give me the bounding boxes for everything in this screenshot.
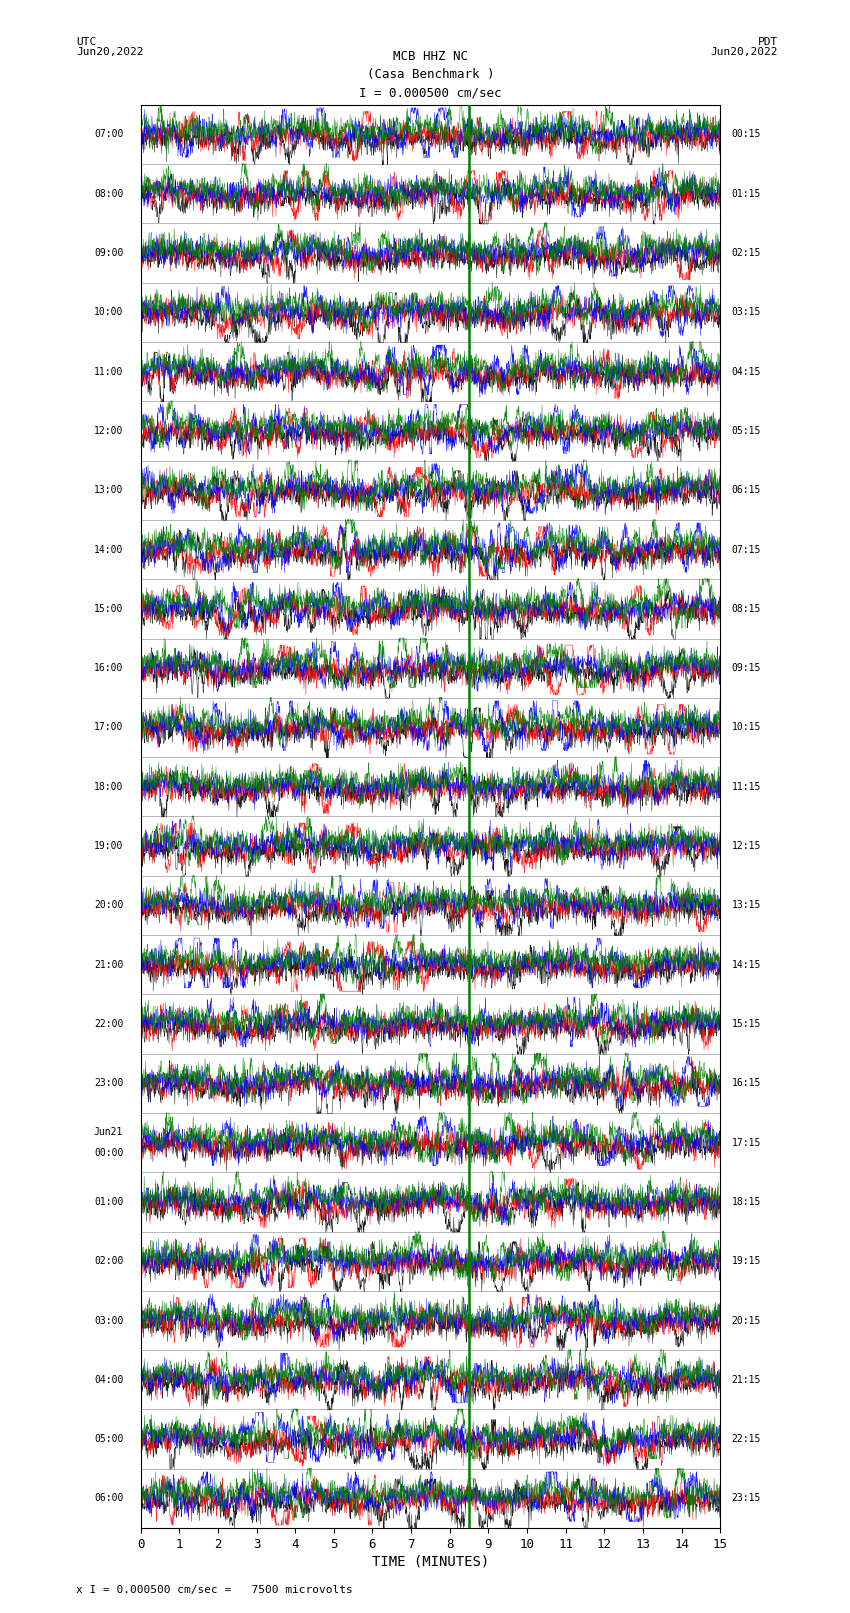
Text: 19:00: 19:00 [94, 840, 123, 852]
Text: 18:15: 18:15 [732, 1197, 761, 1207]
Text: 04:15: 04:15 [732, 366, 761, 377]
Text: 17:00: 17:00 [94, 723, 123, 732]
Text: 09:00: 09:00 [94, 248, 123, 258]
Text: Jun21: Jun21 [94, 1127, 123, 1137]
Text: 02:00: 02:00 [94, 1257, 123, 1266]
Text: 04:00: 04:00 [94, 1374, 123, 1386]
Text: 05:15: 05:15 [732, 426, 761, 436]
Text: 12:00: 12:00 [94, 426, 123, 436]
Text: 08:15: 08:15 [732, 603, 761, 615]
Text: Jun20,2022: Jun20,2022 [711, 47, 778, 56]
Text: x I = 0.000500 cm/sec =   7500 microvolts: x I = 0.000500 cm/sec = 7500 microvolts [76, 1586, 354, 1595]
Text: 03:00: 03:00 [94, 1316, 123, 1326]
Text: 23:00: 23:00 [94, 1079, 123, 1089]
Text: 15:15: 15:15 [732, 1019, 761, 1029]
Text: 14:15: 14:15 [732, 960, 761, 969]
Text: 20:00: 20:00 [94, 900, 123, 910]
Text: 02:15: 02:15 [732, 248, 761, 258]
X-axis label: TIME (MINUTES): TIME (MINUTES) [371, 1555, 489, 1569]
Text: 19:15: 19:15 [732, 1257, 761, 1266]
Text: 00:15: 00:15 [732, 129, 761, 139]
Text: 16:00: 16:00 [94, 663, 123, 673]
Text: 07:15: 07:15 [732, 545, 761, 555]
Text: 00:00: 00:00 [94, 1148, 123, 1158]
Text: 05:00: 05:00 [94, 1434, 123, 1444]
Title: MCB HHZ NC
(Casa Benchmark )
I = 0.000500 cm/sec: MCB HHZ NC (Casa Benchmark ) I = 0.00050… [360, 50, 502, 100]
Text: 10:15: 10:15 [732, 723, 761, 732]
Text: 11:00: 11:00 [94, 366, 123, 377]
Text: 21:00: 21:00 [94, 960, 123, 969]
Text: 15:00: 15:00 [94, 603, 123, 615]
Text: 17:15: 17:15 [732, 1137, 761, 1147]
Text: 07:00: 07:00 [94, 129, 123, 139]
Text: 22:00: 22:00 [94, 1019, 123, 1029]
Text: 13:15: 13:15 [732, 900, 761, 910]
Text: 14:00: 14:00 [94, 545, 123, 555]
Text: 18:00: 18:00 [94, 782, 123, 792]
Text: 23:15: 23:15 [732, 1494, 761, 1503]
Text: 09:15: 09:15 [732, 663, 761, 673]
Text: 21:15: 21:15 [732, 1374, 761, 1386]
Text: 10:00: 10:00 [94, 308, 123, 318]
Text: 03:15: 03:15 [732, 308, 761, 318]
Text: UTC: UTC [76, 37, 97, 47]
Text: 12:15: 12:15 [732, 840, 761, 852]
Text: 22:15: 22:15 [732, 1434, 761, 1444]
Text: 06:00: 06:00 [94, 1494, 123, 1503]
Text: 11:15: 11:15 [732, 782, 761, 792]
Text: 16:15: 16:15 [732, 1079, 761, 1089]
Text: PDT: PDT [757, 37, 778, 47]
Text: 06:15: 06:15 [732, 486, 761, 495]
Text: 08:00: 08:00 [94, 189, 123, 198]
Text: 01:15: 01:15 [732, 189, 761, 198]
Text: 13:00: 13:00 [94, 486, 123, 495]
Text: Jun20,2022: Jun20,2022 [76, 47, 144, 56]
Text: 01:00: 01:00 [94, 1197, 123, 1207]
Text: 20:15: 20:15 [732, 1316, 761, 1326]
